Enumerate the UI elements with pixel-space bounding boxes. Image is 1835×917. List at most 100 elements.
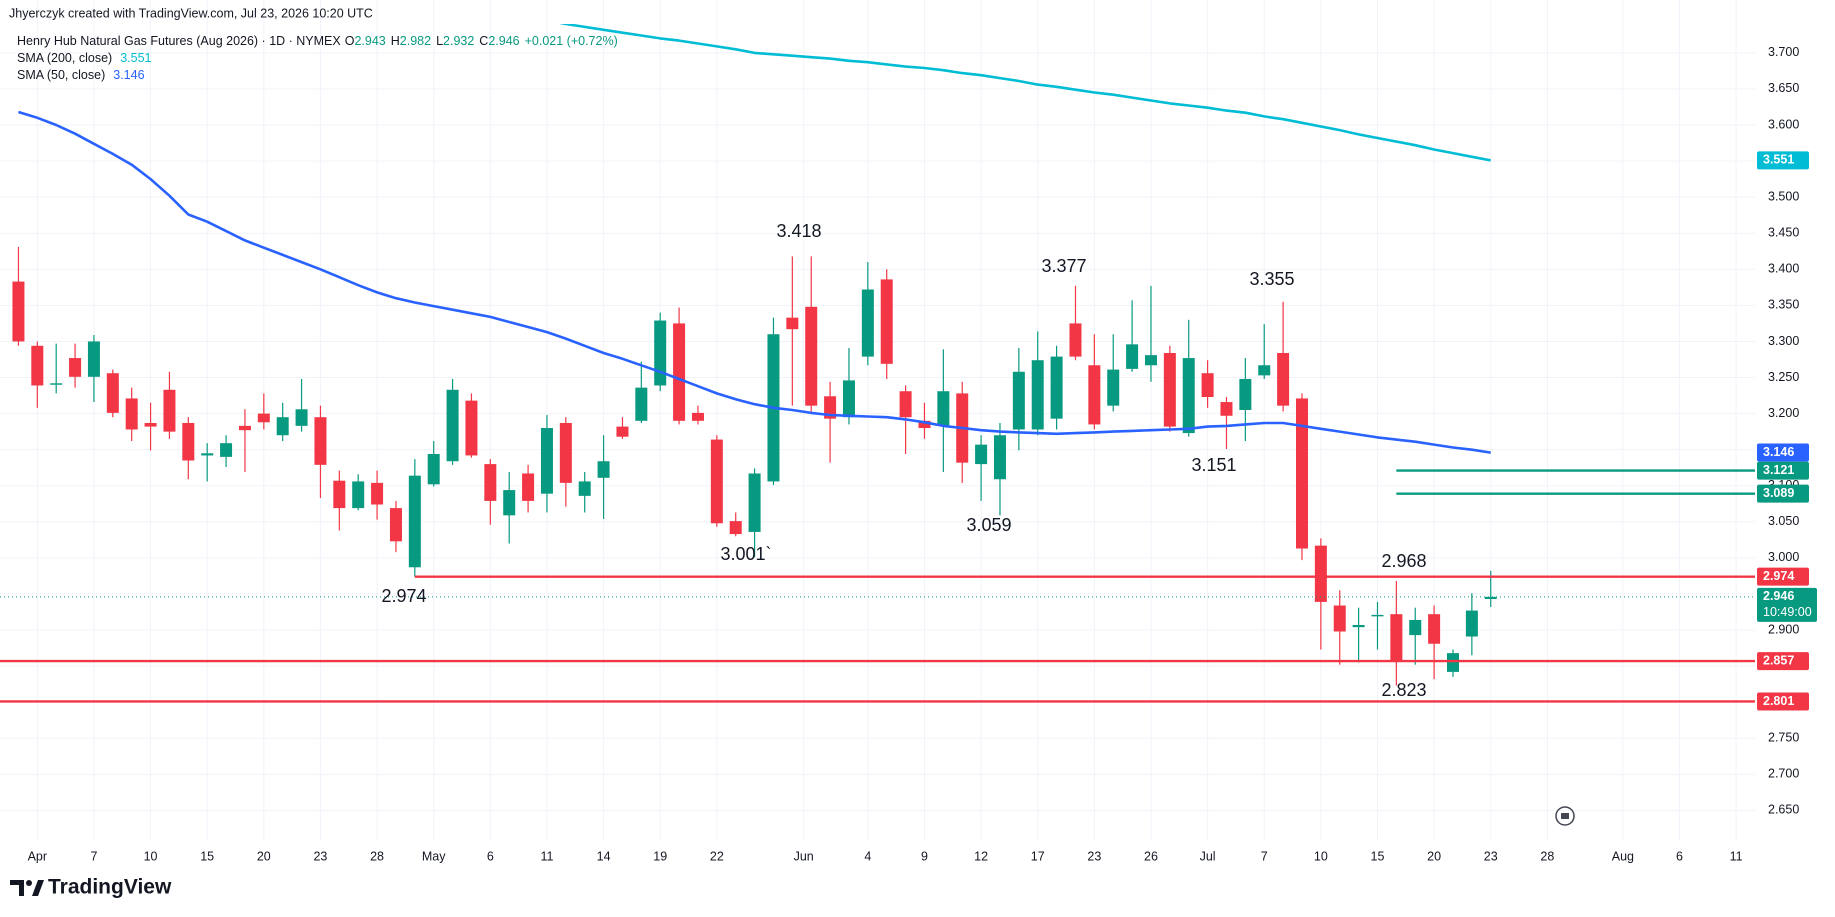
x-tick-label: 7	[90, 849, 97, 863]
candle-body	[1182, 358, 1195, 434]
candle-body	[1050, 356, 1063, 419]
x-tick-label: 4	[864, 849, 871, 863]
candle-body	[975, 444, 988, 465]
legend-name: SMA (200, close)	[17, 51, 112, 65]
sma-line	[18, 110, 1491, 454]
x-tick-label: 14	[597, 849, 611, 863]
plot-area	[12, 24, 1497, 686]
price-axis: 2.6502.7002.7502.8002.8502.9002.9503.000…	[28, 45, 1817, 863]
x-tick-label: 26	[1144, 849, 1158, 863]
y-tick-label: 3.400	[1768, 262, 1799, 276]
candle-body	[220, 443, 233, 457]
x-tick-label: 11	[540, 849, 553, 863]
change: +0.021 (+0.72%)	[525, 34, 618, 48]
y-tick-label: 2.700	[1768, 767, 1799, 781]
candle-body	[1409, 619, 1422, 636]
candle-body	[824, 396, 837, 419]
annotation: 2.968	[1381, 551, 1426, 571]
candle-body	[1446, 653, 1459, 672]
x-tick-label: 23	[1087, 849, 1101, 863]
y-tick-label: 2.750	[1768, 731, 1799, 745]
price-tag-label: 3.089	[1763, 486, 1794, 500]
brand-name: TradingView	[48, 876, 172, 899]
x-tick-label: 20	[257, 849, 271, 863]
credit: Jhyerczyk created with TradingView.com, …	[9, 6, 373, 20]
candle-body	[842, 380, 855, 418]
candle-body	[1333, 605, 1346, 632]
candle-body	[1069, 323, 1082, 357]
candle-body	[654, 320, 667, 386]
price-tag	[1757, 151, 1809, 170]
candle-body	[182, 422, 195, 461]
candle-body	[106, 373, 119, 413]
candle-body	[201, 453, 214, 456]
symbol-title: Henry Hub Natural Gas Futures (Aug 2026)…	[17, 34, 341, 48]
x-tick-label: 9	[921, 849, 928, 863]
candle-body	[408, 475, 421, 568]
x-tick-label: 28	[370, 849, 384, 863]
candle-body	[993, 435, 1006, 480]
candle-body	[1163, 352, 1176, 427]
y-tick-label: 3.050	[1768, 514, 1799, 528]
candle-body	[1088, 365, 1101, 425]
replay-icon[interactable]	[1555, 806, 1575, 826]
candle-body	[69, 358, 82, 377]
candle-body	[1107, 369, 1120, 406]
candle-body	[1428, 614, 1441, 644]
price-tag	[1757, 461, 1809, 480]
y-tick-label: 3.350	[1768, 298, 1799, 312]
ohlc-label: O	[345, 34, 355, 48]
candle-body	[1277, 352, 1290, 406]
y-tick-label: 3.650	[1768, 81, 1799, 95]
price-tag	[1757, 587, 1817, 622]
candle-body	[1144, 355, 1157, 366]
candle-body	[314, 417, 327, 465]
candle-body	[729, 521, 742, 535]
candle-body	[295, 409, 308, 426]
x-tick-label: 6	[487, 849, 494, 863]
x-tick-label: 23	[1484, 849, 1498, 863]
candle-body	[748, 473, 761, 532]
y-tick-label: 3.300	[1768, 334, 1799, 348]
candle-body	[522, 473, 535, 501]
y-tick-label: 3.450	[1768, 226, 1799, 240]
annotation: 3.151	[1191, 455, 1236, 475]
candle-body	[352, 481, 365, 509]
annotation: 3.377	[1041, 256, 1086, 276]
annotation: 3.059	[966, 515, 1011, 535]
candle-body	[540, 428, 553, 494]
x-tick-label: 7	[1261, 849, 1268, 863]
candle-body	[710, 439, 723, 524]
candle-body	[1295, 398, 1308, 549]
y-tick-label: 3.600	[1768, 117, 1799, 131]
annotation: 2.823	[1381, 680, 1426, 700]
y-tick-label: 3.250	[1768, 370, 1799, 384]
legend-title: Henry Hub Natural Gas Futures (Aug 2026)…	[17, 34, 618, 48]
x-tick-label: 19	[653, 849, 667, 863]
x-tick-label: Jul	[1200, 849, 1216, 863]
price-tag-label: 3.551	[1763, 153, 1794, 167]
x-tick-label: 11	[1730, 849, 1743, 863]
candle-body	[1126, 344, 1139, 369]
candle-body	[805, 306, 818, 406]
brand-logo[interactable]: TradingView	[10, 876, 172, 899]
price-tag	[1757, 567, 1809, 586]
price-tag	[1757, 484, 1809, 503]
annotation: 3.418	[776, 221, 821, 241]
grid	[0, 0, 1755, 840]
y-tick-label: 2.650	[1768, 803, 1799, 817]
price-tag-label: 3.146	[1763, 445, 1794, 459]
price-tag-label: 2.974	[1763, 569, 1794, 583]
price-tag	[1757, 652, 1809, 671]
x-tick-label: 15	[200, 849, 214, 863]
candle-body	[503, 490, 516, 516]
x-tick-label: 15	[1371, 849, 1385, 863]
candle-body	[257, 413, 270, 423]
x-tick-label: 23	[313, 849, 327, 863]
candle-body	[1012, 371, 1025, 430]
candle-body	[276, 417, 289, 436]
candle-body	[578, 481, 591, 496]
candle-body	[125, 398, 138, 430]
annotation: 2.974	[381, 586, 426, 606]
legend-value: 3.146	[113, 68, 144, 82]
